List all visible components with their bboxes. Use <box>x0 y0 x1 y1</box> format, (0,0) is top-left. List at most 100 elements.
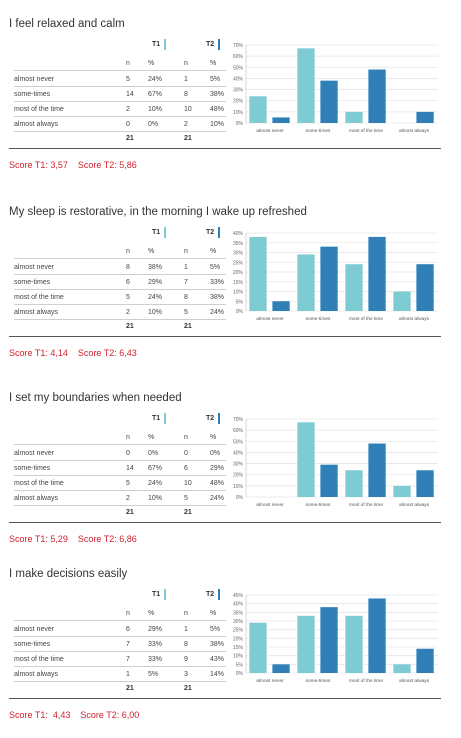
row-divider <box>14 636 226 637</box>
column-header-percent: % <box>210 60 217 67</box>
header-t2: T2 <box>206 415 215 422</box>
question-panel: I set my boundaries when needed T1 T2 n% n% a… <box>0 382 461 562</box>
cell-p2: 0% <box>210 450 221 457</box>
cell-p2: 38% <box>210 294 225 301</box>
cell-p1: 5% <box>148 671 159 678</box>
question-title: My sleep is restorative, in the morning … <box>9 206 307 218</box>
total-n1: 21 <box>126 509 134 516</box>
cell-p1: 33% <box>148 656 163 663</box>
header-t2: T2 <box>206 41 215 48</box>
y-tick-label: 15% <box>233 280 244 286</box>
score-text: Score T1: 5,29 Score T2: 6,86 <box>9 534 137 544</box>
question-title: I set my boundaries when needed <box>9 392 182 404</box>
bar-chart: 70% 60% 50% 40% 30% 20% 10% 0% almost never some-… <box>233 43 438 134</box>
cell-p2: 5% <box>210 76 221 83</box>
cell-p1: 24% <box>148 480 163 487</box>
row-label: some-times <box>14 279 51 286</box>
section-divider <box>9 698 441 699</box>
cell-p2: 33% <box>210 279 225 286</box>
row-label: most of the time <box>14 106 64 113</box>
cell-p2: 10% <box>210 121 225 128</box>
header-t2: T2 <box>206 591 215 598</box>
section-divider <box>9 522 441 523</box>
header-t2: T2 <box>206 229 215 236</box>
cell-p2: 43% <box>210 656 225 663</box>
t1-marker <box>164 413 166 424</box>
column-header-percent: % <box>210 248 217 255</box>
y-tick-label: 50% <box>233 439 244 445</box>
row-divider <box>14 505 226 506</box>
y-tick-label: 0% <box>236 121 244 127</box>
cell-n2: 0 <box>184 450 188 457</box>
cell-p1: 38% <box>148 264 163 271</box>
y-tick-label: 70% <box>233 43 244 49</box>
x-category-label: some-times <box>306 128 331 134</box>
row-label: most of the time <box>14 294 64 301</box>
cell-n2: 5 <box>184 495 188 502</box>
cell-n2: 10 <box>184 106 192 113</box>
y-tick-label: 35% <box>233 241 244 247</box>
row-label: almost never <box>14 626 55 633</box>
cell-p1: 0% <box>148 450 159 457</box>
bar-t1 <box>297 422 315 497</box>
y-tick-label: 0% <box>236 495 244 501</box>
bar-t2 <box>320 607 338 673</box>
cell-p1: 29% <box>148 279 163 286</box>
y-tick-label: 20% <box>233 636 244 642</box>
cell-n1: 1 <box>126 671 130 678</box>
y-tick-label: 30% <box>233 88 244 94</box>
column-header-n: n <box>126 610 130 617</box>
cell-n2: 1 <box>184 264 188 271</box>
bar-t2 <box>416 111 434 123</box>
row-label: almost never <box>14 76 55 83</box>
section-divider <box>9 148 441 149</box>
y-tick-label: 70% <box>233 417 244 423</box>
cell-n2: 8 <box>184 294 188 301</box>
cell-p2: 24% <box>210 495 225 502</box>
t2-marker <box>218 39 220 50</box>
cell-n2: 5 <box>184 309 188 316</box>
cell-p1: 24% <box>148 76 163 83</box>
y-tick-label: 30% <box>233 462 244 468</box>
y-tick-label: 25% <box>233 628 244 634</box>
x-category-label: almost always <box>399 502 430 508</box>
row-divider <box>14 460 226 461</box>
header-underline <box>14 620 226 621</box>
bar-t1 <box>393 664 411 673</box>
score-text: Score T1: 4,14 Score T2: 6,43 <box>9 348 137 358</box>
bar-t1 <box>249 236 267 311</box>
row-divider <box>14 86 226 87</box>
question-panel: My sleep is restorative, in the morning … <box>0 196 461 376</box>
total-n2: 21 <box>184 685 192 692</box>
row-label: almost always <box>14 671 58 678</box>
bar-t2 <box>416 264 434 311</box>
cell-p1: 33% <box>148 641 163 648</box>
cell-p2: 29% <box>210 465 225 472</box>
row-label: most of the time <box>14 480 64 487</box>
cell-p1: 10% <box>148 309 163 316</box>
row-divider <box>14 304 226 305</box>
x-category-label: most of the time <box>349 678 383 684</box>
header-underline <box>14 444 226 445</box>
total-n2: 21 <box>184 509 192 516</box>
column-header-n: n <box>184 434 188 441</box>
bar-t1 <box>249 622 267 673</box>
row-divider <box>14 319 226 320</box>
x-category-label: almost never <box>256 128 284 134</box>
cell-n1: 14 <box>126 465 134 472</box>
column-header-percent: % <box>148 610 155 617</box>
x-category-label: some-times <box>306 502 331 508</box>
cell-p2: 48% <box>210 106 225 113</box>
x-category-label: almost always <box>399 128 430 134</box>
cell-n1: 7 <box>126 656 130 663</box>
bar-t1 <box>249 96 267 123</box>
cell-n1: 2 <box>126 309 130 316</box>
cell-n1: 7 <box>126 641 130 648</box>
question-panel: I feel relaxed and calm T1 T2 n% n% almost ne… <box>0 8 461 188</box>
x-category-label: most of the time <box>349 128 383 134</box>
row-label: some-times <box>14 91 51 98</box>
bar-t1 <box>345 470 363 497</box>
column-header-n: n <box>184 610 188 617</box>
cell-n2: 7 <box>184 279 188 286</box>
cell-n1: 5 <box>126 294 130 301</box>
